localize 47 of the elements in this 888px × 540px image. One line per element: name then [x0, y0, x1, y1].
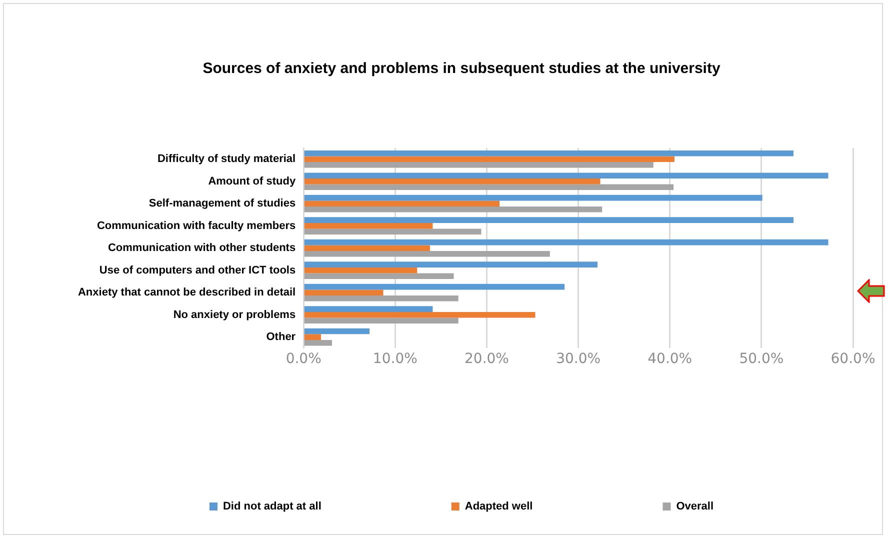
bar — [304, 150, 794, 156]
y-tick-label: Communication with faculty members — [96, 220, 296, 232]
bar — [304, 178, 600, 184]
y-tick-label: Self-management of studies — [148, 198, 296, 210]
bar — [304, 184, 674, 190]
x-tick-label: 50.0% — [739, 351, 784, 368]
bar — [304, 206, 602, 212]
legend-label: Did not adapt at all — [222, 500, 322, 513]
y-tick-label: Difficulty of study material — [157, 153, 296, 166]
x-tick-label: 10.0% — [372, 351, 418, 368]
y-tick-label: Communication with other students — [108, 242, 296, 254]
bar — [304, 328, 370, 334]
bar — [304, 250, 550, 257]
y-tick-label: No anxiety or problems — [173, 308, 296, 321]
chart-title: Sources of anxiety and problems in subsequent studies at the university — [202, 60, 721, 78]
bar — [304, 284, 565, 290]
bar — [304, 273, 454, 280]
legend-label: Overall — [676, 500, 714, 513]
bar — [304, 262, 598, 268]
bar — [304, 200, 500, 207]
x-tick-label: 30.0% — [556, 351, 601, 368]
x-tick-label: 40.0% — [648, 351, 692, 368]
bar — [304, 245, 430, 251]
y-tick-label: Anxiety that cannot be described in detail — [78, 286, 296, 299]
x-tick-label: 20.0% — [464, 351, 509, 368]
bar — [304, 228, 482, 235]
bar — [304, 312, 536, 318]
bar — [304, 267, 418, 274]
bar — [304, 340, 332, 346]
x-tick-label: 0.0% — [286, 351, 322, 368]
bar — [304, 290, 384, 296]
legend-label: Adapted well — [464, 500, 533, 513]
bar — [304, 318, 458, 324]
bar — [304, 156, 674, 162]
bar — [304, 306, 433, 312]
y-tick-label: Other — [266, 331, 296, 344]
y-tick-label: Use of computers and other ICT tools — [99, 264, 296, 276]
y-tick-label: Amount of study — [208, 175, 296, 188]
x-tick-label: 60.0% — [830, 351, 876, 368]
bar — [304, 239, 828, 246]
bar — [304, 334, 321, 340]
bar — [304, 162, 654, 168]
bar — [304, 217, 794, 223]
bar — [304, 295, 458, 302]
bar — [304, 194, 762, 201]
bar — [304, 222, 433, 229]
bar — [304, 172, 828, 178]
